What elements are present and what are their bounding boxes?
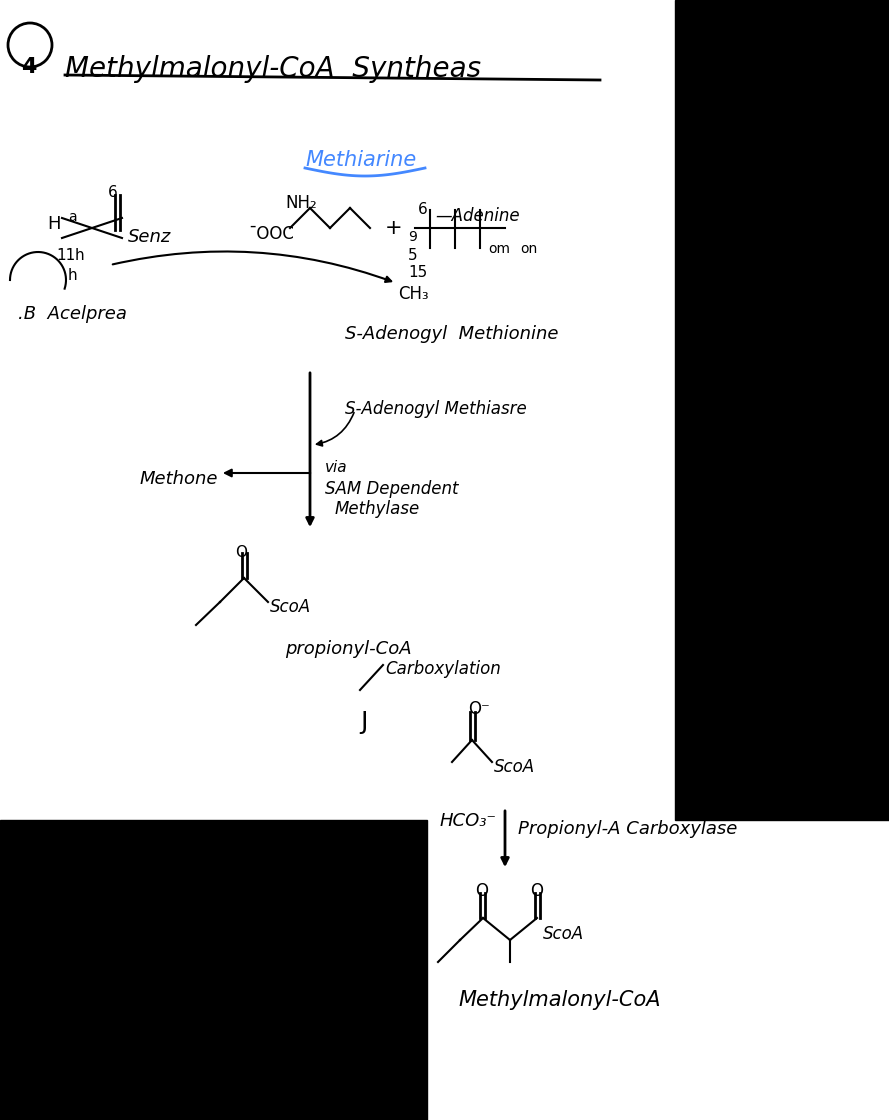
Text: 11: 11 bbox=[56, 248, 76, 263]
Text: on: on bbox=[520, 242, 537, 256]
Text: ScoA: ScoA bbox=[543, 925, 584, 943]
Text: O: O bbox=[475, 883, 488, 900]
Text: 6: 6 bbox=[418, 202, 428, 217]
Text: Methone: Methone bbox=[140, 470, 219, 488]
Text: a: a bbox=[68, 211, 76, 224]
Text: Senz: Senz bbox=[128, 228, 172, 246]
Text: 4: 4 bbox=[21, 57, 36, 77]
Bar bbox=[675, 0, 889, 820]
Text: om: om bbox=[488, 242, 510, 256]
Text: ¯OOC: ¯OOC bbox=[248, 225, 294, 243]
Text: +: + bbox=[385, 218, 403, 239]
Text: S-Adenogyl  Methionine: S-Adenogyl Methionine bbox=[345, 325, 558, 343]
Text: SAM Dependent: SAM Dependent bbox=[325, 480, 459, 498]
Text: 5: 5 bbox=[408, 248, 418, 263]
Bar bbox=[0, 820, 427, 1120]
Text: h: h bbox=[75, 248, 84, 263]
Text: O: O bbox=[235, 545, 247, 560]
Text: .B  Acelprea: .B Acelprea bbox=[18, 305, 127, 323]
Text: 15: 15 bbox=[408, 265, 428, 280]
Text: O: O bbox=[530, 883, 543, 900]
Text: propionyl-CoA: propionyl-CoA bbox=[285, 640, 412, 659]
Text: ScoA: ScoA bbox=[494, 758, 535, 776]
Text: O⁻: O⁻ bbox=[468, 700, 490, 718]
Text: Methylase: Methylase bbox=[335, 500, 420, 517]
Text: Methylmalonyl-CoA: Methylmalonyl-CoA bbox=[458, 990, 661, 1010]
Text: S-Adenogyl Methiasre: S-Adenogyl Methiasre bbox=[345, 400, 527, 418]
Text: ScoA: ScoA bbox=[270, 598, 311, 616]
Text: via: via bbox=[325, 460, 348, 475]
Text: h: h bbox=[68, 268, 77, 283]
Text: CH₃: CH₃ bbox=[398, 284, 428, 304]
Text: Carboxylation: Carboxylation bbox=[385, 660, 501, 678]
Text: 6: 6 bbox=[108, 185, 117, 200]
Text: Methiarine: Methiarine bbox=[305, 150, 416, 170]
Text: 9: 9 bbox=[408, 230, 417, 244]
Text: Propionyl-A Carboxylase: Propionyl-A Carboxylase bbox=[518, 820, 737, 838]
Text: J: J bbox=[360, 710, 367, 734]
Text: H: H bbox=[47, 215, 60, 233]
Text: —Adenine: —Adenine bbox=[435, 207, 520, 225]
Text: Methylmalonyl-CoA  Syntheas: Methylmalonyl-CoA Syntheas bbox=[65, 55, 481, 83]
Text: NH₂: NH₂ bbox=[285, 194, 316, 212]
Text: HCO₃⁻: HCO₃⁻ bbox=[440, 812, 497, 830]
